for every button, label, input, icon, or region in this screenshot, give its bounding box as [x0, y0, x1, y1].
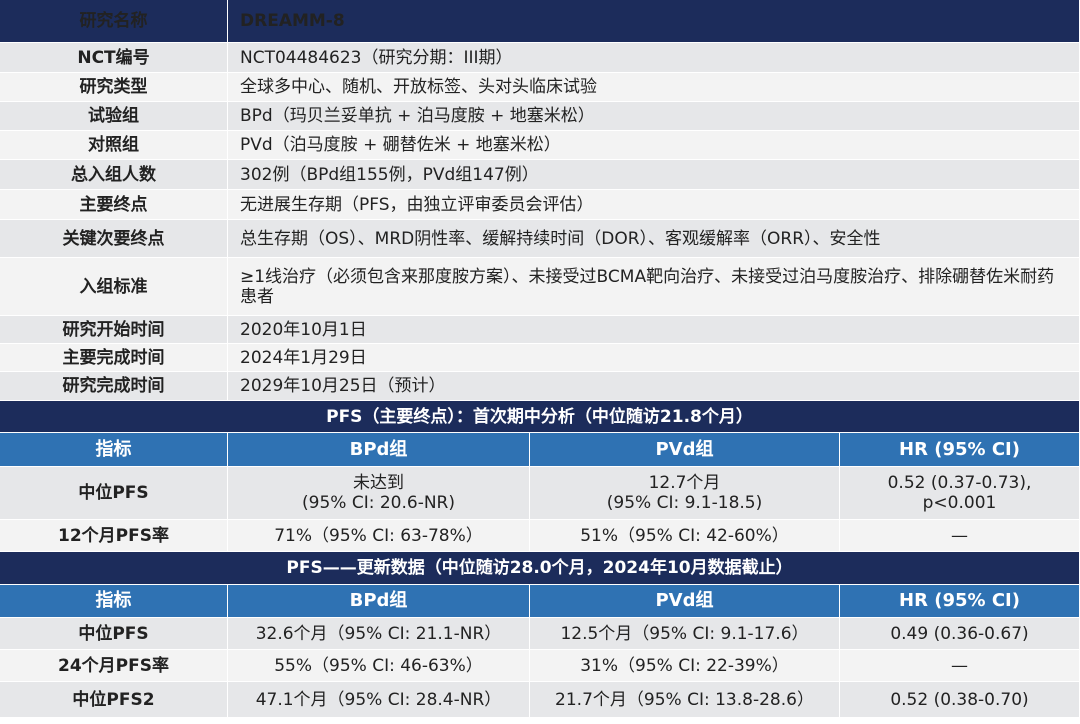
row-value: 302例（BPd组155例，PVd组147例） — [228, 160, 1080, 189]
info-row: 试验组 BPd（玛贝兰妥单抗 + 泊马度胺 + 地塞米松） — [0, 102, 1080, 131]
section-title-row: PFS（主要终点）：首次期中分析（中位随访21.8个月） — [0, 401, 1080, 433]
row-label: 主要完成时间 — [0, 344, 228, 371]
result-row: 中位PFS2 47.1个月（95% CI: 28.4-NR） 21.7个月（95% … — [0, 682, 1080, 718]
row-value: 2029年10月25日（预计） — [228, 372, 1080, 400]
column-header: 指标 — [0, 433, 228, 466]
result-value: 0.49 (0.36-0.67) — [840, 618, 1080, 649]
section-title: PFS——更新数据（中位随访28.0个月，2024年10月数据截止） — [0, 552, 1080, 584]
row-label: 试验组 — [0, 102, 228, 130]
row-label: 关键次要终点 — [0, 220, 228, 257]
row-value: BPd（玛贝兰妥单抗 + 泊马度胺 + 地塞米松） — [228, 102, 1080, 130]
result-row: 中位PFS 未达到 (95% CI: 20.6-NR) 12.7个月 (95% CI… — [0, 467, 1080, 520]
result-value: — — [840, 650, 1080, 681]
info-row: 研究类型 全球多中心、随机、开放标签、头对头临床试验 — [0, 73, 1080, 102]
row-value: 2024年1月29日 — [228, 344, 1080, 371]
column-header-row: 指标 BPd组 PVd组 HR (95% CI) — [0, 433, 1080, 467]
result-value: 12.5个月（95% CI: 9.1-17.6） — [530, 618, 840, 649]
row-value: 总生存期（OS）、MRD阴性率、缓解持续时间（DOR）、客观缓解率（ORR）、安… — [228, 220, 1080, 257]
result-value: 47.1个月（95% CI: 28.4-NR） — [228, 682, 530, 717]
row-label: 入组标准 — [0, 258, 228, 315]
result-value: 31%（95% CI: 22-39%） — [530, 650, 840, 681]
row-value: PVd（泊马度胺 + 硼替佐米 + 地塞米松） — [228, 131, 1080, 159]
result-value: 未达到 (95% CI: 20.6-NR) — [228, 467, 530, 519]
row-label: 总入组人数 — [0, 160, 228, 189]
row-label: 研究开始时间 — [0, 316, 228, 343]
info-row: 主要完成时间 2024年1月29日 — [0, 344, 1080, 372]
column-header: BPd组 — [228, 433, 530, 466]
row-label: 研究类型 — [0, 73, 228, 101]
info-row: NCT编号 NCT04484623（研究分期：III期） — [0, 43, 1080, 73]
result-value: 12.7个月 (95% CI: 9.1-18.5) — [530, 467, 840, 519]
info-row: 主要终点 无进展生存期（PFS，由独立评审委员会评估） — [0, 190, 1080, 220]
column-header-row: 指标 BPd组 PVd组 HR (95% CI) — [0, 585, 1080, 618]
result-label: 中位PFS — [0, 467, 228, 519]
result-value: 51%（95% CI: 42-60%） — [530, 520, 840, 551]
result-value: 32.6个月（95% CI: 21.1-NR） — [228, 618, 530, 649]
result-row: 中位PFS 32.6个月（95% CI: 21.1-NR） 12.5个月（95% C… — [0, 618, 1080, 650]
section-title: PFS（主要终点）：首次期中分析（中位随访21.8个月） — [0, 401, 1080, 432]
section-title-row: PFS——更新数据（中位随访28.0个月，2024年10月数据截止） — [0, 552, 1080, 585]
info-row: 对照组 PVd（泊马度胺 + 硼替佐米 + 地塞米松） — [0, 131, 1080, 160]
info-row: 研究开始时间 2020年10月1日 — [0, 316, 1080, 344]
result-label: 24个月PFS率 — [0, 650, 228, 681]
result-value: — — [840, 520, 1080, 551]
result-value: 21.7个月（95% CI: 13.8-28.6） — [530, 682, 840, 717]
column-header: HR (95% CI) — [840, 585, 1080, 617]
row-label: NCT编号 — [0, 43, 228, 72]
row-value: 全球多中心、随机、开放标签、头对头临床试验 — [228, 73, 1080, 101]
row-label: 对照组 — [0, 131, 228, 159]
row-label: 主要终点 — [0, 190, 228, 219]
info-row: 研究完成时间 2029年10月25日（预计） — [0, 372, 1080, 401]
result-label: 中位PFS — [0, 618, 228, 649]
result-value: 0.52 (0.37-0.73), p<0.001 — [840, 467, 1080, 519]
result-row: 12个月PFS率 71%（95% CI: 63-78%） 51%（95% CI: 4… — [0, 520, 1080, 552]
result-value: 71%（95% CI: 63-78%） — [228, 520, 530, 551]
header-row: 研究名称 DREAMM-8 — [0, 0, 1080, 43]
result-value: 0.52 (0.38-0.70) — [840, 682, 1080, 717]
row-value: 2020年10月1日 — [228, 316, 1080, 343]
column-header: PVd组 — [530, 433, 840, 466]
row-label: 研究完成时间 — [0, 372, 228, 400]
column-header: PVd组 — [530, 585, 840, 617]
result-label: 中位PFS2 — [0, 682, 228, 717]
info-row: 关键次要终点 总生存期（OS）、MRD阴性率、缓解持续时间（DOR）、客观缓解率（… — [0, 220, 1080, 258]
header-value: DREAMM-8 — [228, 0, 1080, 42]
result-row: 24个月PFS率 55%（95% CI: 46-63%） 31%（95% CI: 2… — [0, 650, 1080, 682]
column-header: 指标 — [0, 585, 228, 617]
result-label: 12个月PFS率 — [0, 520, 228, 551]
info-row: 总入组人数 302例（BPd组155例，PVd组147例） — [0, 160, 1080, 190]
header-label: 研究名称 — [0, 0, 228, 42]
row-value: 无进展生存期（PFS，由独立评审委员会评估） — [228, 190, 1080, 219]
row-value: ≥1线治疗（必须包含来那度胺方案）、未接受过BCMA靶向治疗、未接受过泊马度胺治… — [228, 258, 1080, 315]
row-value: NCT04484623（研究分期：III期） — [228, 43, 1080, 72]
column-header: BPd组 — [228, 585, 530, 617]
column-header: HR (95% CI) — [840, 433, 1080, 466]
result-value: 55%（95% CI: 46-63%） — [228, 650, 530, 681]
info-row: 入组标准 ≥1线治疗（必须包含来那度胺方案）、未接受过BCMA靶向治疗、未接受过泊… — [0, 258, 1080, 316]
